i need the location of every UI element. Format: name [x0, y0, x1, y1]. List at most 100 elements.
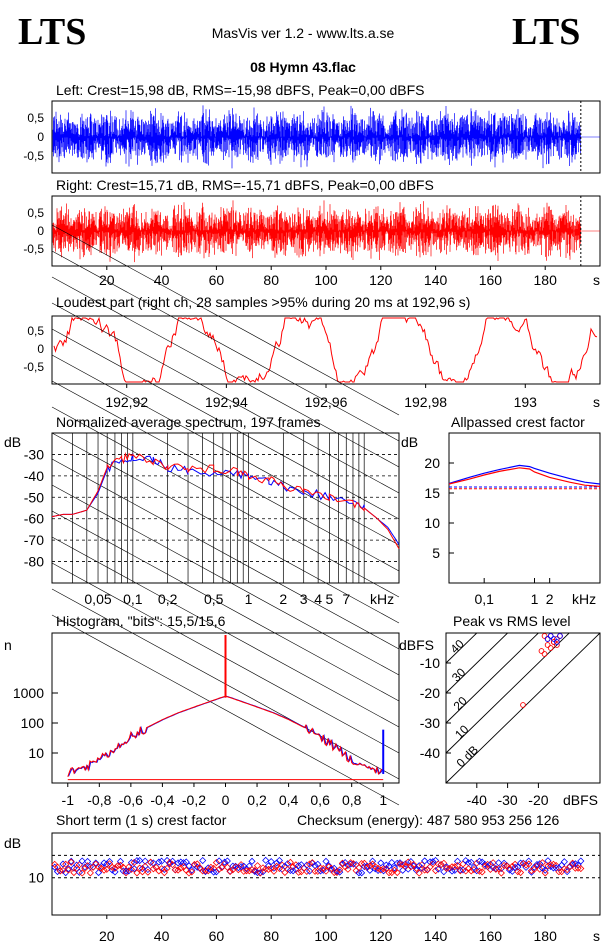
slope-line	[51, 432, 400, 624]
crest-point-right	[418, 861, 426, 869]
x-tick-label: 0	[222, 792, 230, 808]
crest-point-right	[569, 859, 577, 867]
crest-point-left	[248, 857, 256, 865]
crest-point-right	[62, 860, 70, 868]
x-tick-label: 1	[245, 591, 253, 607]
crest-point-left	[544, 857, 552, 865]
y-tick-label: 10	[28, 745, 44, 761]
crest-point-right	[385, 869, 393, 877]
crest-point-left	[434, 865, 442, 873]
crest-point-left	[401, 860, 410, 868]
x-tick-label: 60	[209, 272, 225, 288]
crest-point-left	[453, 857, 462, 865]
crest-point-left	[404, 865, 412, 873]
y-tick-label: -40	[420, 745, 440, 761]
crest-point-right	[160, 869, 168, 877]
crest-point-right	[256, 869, 264, 877]
crest-point-left	[429, 858, 437, 866]
crest-point-right	[163, 864, 171, 872]
crest-point-right	[410, 860, 418, 869]
slope-line	[51, 614, 400, 806]
peak-rms-point-left	[547, 633, 554, 639]
crest-point-left	[64, 865, 73, 873]
histogram-chart: Histogram, "bits": 15,5/15,6 n 100010010…	[4, 613, 400, 808]
slope-line	[51, 536, 400, 728]
x-tick-label: 140	[424, 272, 448, 288]
crest-point-right	[273, 862, 281, 870]
right-waveform-trace	[52, 200, 581, 263]
peak-rms-point-left	[544, 636, 551, 642]
x-tick-label: 0,5	[204, 591, 224, 607]
x-tick-label: 180	[534, 928, 558, 944]
y-tick-label: 100	[21, 715, 45, 731]
crest-point-left	[212, 868, 220, 876]
y-tick-label: -80	[24, 554, 44, 570]
y-tick-label: -40	[24, 468, 44, 484]
crest-point-right	[434, 860, 442, 868]
chart-title: Histogram, "bits": 15,5/15,6	[56, 613, 226, 629]
x-tick-label: 1	[379, 792, 387, 808]
crest-point-left	[81, 863, 89, 871]
x-tick-label: 120	[369, 272, 393, 288]
crest-point-left	[473, 867, 481, 875]
crest-point-left	[95, 869, 103, 877]
crest-point-right	[437, 861, 445, 869]
crest-point-right	[100, 866, 108, 874]
crest-point-left	[108, 866, 116, 874]
crest-point-left	[215, 857, 223, 865]
crest-point-right	[497, 869, 505, 877]
y-tick-label: -0,5	[23, 242, 44, 256]
crest-point-right	[407, 863, 415, 871]
crest-point-right	[344, 865, 352, 873]
crest-diagonal-label: 10	[452, 722, 472, 742]
x-tick-label: 4	[314, 591, 322, 607]
crest-point-right	[558, 868, 566, 876]
crest-point-right	[495, 865, 503, 873]
crest-point-left	[73, 861, 81, 869]
y-tick-label: 20	[424, 455, 440, 471]
crest-point-left	[448, 867, 456, 875]
y-tick-label: -0,5	[23, 149, 44, 163]
y-tick-label: -20	[420, 685, 440, 701]
x-tick-label: 160	[479, 272, 503, 288]
crest-point-left	[221, 858, 229, 866]
crest-point-right	[516, 868, 525, 877]
x-tick-label: 80	[263, 928, 279, 944]
crest-point-left	[253, 868, 262, 877]
y-tick-label: 5	[432, 545, 440, 561]
crest-point-left	[305, 867, 314, 875]
y-tick-label: -10	[420, 655, 440, 671]
x-tick-label: -0,6	[119, 792, 143, 808]
crest-point-left	[144, 865, 152, 874]
crest-point-right	[70, 869, 78, 877]
crest-point-right	[484, 860, 492, 869]
crest-point-left	[322, 857, 330, 865]
x-unit-label: dBFS	[563, 792, 598, 808]
crest-point-left	[199, 856, 207, 865]
y-axis-label: dBFS	[399, 637, 434, 653]
crest-point-left	[127, 859, 136, 867]
y-tick-label: -70	[24, 532, 44, 548]
crest-point-left	[396, 859, 404, 867]
crest-point-left	[53, 868, 62, 876]
crest-point-left	[168, 857, 177, 865]
peak-rms-point-right	[544, 642, 551, 648]
y-tick-label: 0,5	[27, 324, 44, 338]
x-tick-label: 0,2	[158, 591, 178, 607]
peak-rms-point-right	[520, 702, 526, 708]
crest-point-right	[421, 866, 429, 874]
spectrum-left-line	[51, 453, 400, 545]
crest-point-right	[251, 867, 259, 875]
x-tick-label: -40	[467, 792, 487, 808]
peak-rms-point-right	[538, 648, 545, 654]
crest-point-right	[333, 868, 341, 876]
crest-point-left	[456, 866, 464, 874]
crest-point-left	[316, 867, 325, 875]
x-tick-label: -1	[62, 792, 75, 808]
crest-point-left	[111, 868, 119, 876]
file-name: 08 Hymn 43.flac	[250, 59, 356, 75]
crest-point-left	[125, 867, 133, 875]
crest-point-right	[245, 867, 253, 875]
crest-point-right	[536, 865, 544, 873]
x-tick-label: 0,05	[84, 591, 111, 607]
